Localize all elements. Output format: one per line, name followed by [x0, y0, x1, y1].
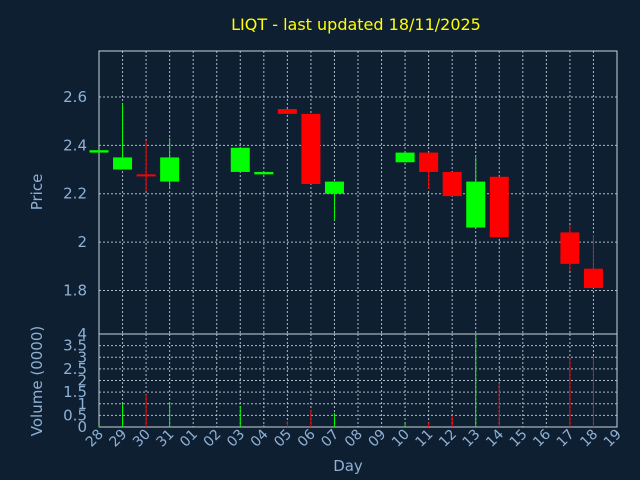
x-tick-label: 14	[483, 426, 507, 450]
volume-plot-frame	[98, 333, 618, 428]
x-tick-label: 06	[295, 426, 319, 450]
x-tick-label: 16	[530, 426, 554, 450]
candle-body	[277, 109, 297, 114]
candle-body	[89, 150, 109, 153]
candle-body	[442, 171, 462, 197]
x-tick-label: 04	[248, 426, 272, 450]
candle-body	[136, 174, 156, 177]
volume-tick-label: 0.5	[63, 406, 87, 424]
x-tick-label: 01	[177, 427, 201, 451]
volume-tick-label: 3	[77, 348, 87, 366]
volume-tick-label: 2.5	[63, 360, 87, 378]
price-panel: 1.8 2 2.2 2.4 2.6	[63, 50, 618, 335]
x-tick-label: 05	[271, 427, 295, 451]
candle-body	[113, 157, 133, 170]
x-tick-label: 09	[365, 427, 389, 451]
chart-title: LIQT - last updated 18/11/2025	[231, 15, 481, 34]
candle-body	[489, 176, 509, 238]
candle-body	[419, 152, 439, 172]
x-tick-label: 12	[436, 427, 460, 451]
x-tick-label: 15	[507, 427, 531, 451]
x-tick-label: 11	[413, 427, 437, 451]
candle-body	[230, 147, 250, 172]
volume-tick-label: 4	[77, 325, 87, 343]
volume-axis-label: Volume (0000)	[28, 326, 46, 436]
price-tick-label: 2.2	[63, 185, 87, 203]
volume-tick-label: 3.5	[63, 337, 87, 355]
candle-body	[560, 232, 580, 264]
x-tick-label: 02	[201, 427, 225, 451]
x-tick-label: 30	[130, 427, 154, 451]
x-tick-label: 03	[224, 427, 248, 451]
x-tick-label: 10	[389, 427, 413, 451]
x-tick-label: 19	[601, 427, 625, 451]
volume-tick-label: 2	[77, 372, 87, 390]
price-tick-label: 1.8	[63, 281, 87, 299]
x-tick-label: 13	[460, 427, 484, 451]
x-tick-label: 29	[106, 427, 130, 451]
candle-body	[466, 181, 486, 228]
price-tick-label: 2	[77, 233, 87, 251]
candle-body	[324, 181, 344, 194]
volume-tick-label: 1.5	[63, 383, 87, 401]
volume-tick-label: 0	[77, 418, 87, 436]
x-tick-label: 18	[577, 427, 601, 451]
volume-panel: 00.511.522.533.54	[63, 325, 618, 436]
candle-body	[254, 171, 274, 175]
price-tick-label: 2.6	[63, 88, 87, 106]
candle-body	[395, 152, 415, 163]
x-tick-label: 17	[554, 427, 578, 451]
volume-tick-label: 1	[77, 395, 87, 413]
x-axis-label: Day	[333, 457, 363, 475]
candle-body	[160, 157, 180, 182]
price-axis-label: Price	[28, 174, 46, 211]
x-axis: 28 29 30 31 01 02 03 04 05 06 07 08 09 10 11 12 13 14 15 16…	[83, 426, 625, 450]
candle-body	[583, 268, 603, 289]
price-tick-label: 2.4	[63, 136, 87, 154]
x-tick-label: 08	[342, 427, 366, 451]
candle-body	[301, 113, 321, 185]
x-tick-label: 07	[318, 427, 342, 451]
x-tick-label: 31	[154, 427, 178, 451]
